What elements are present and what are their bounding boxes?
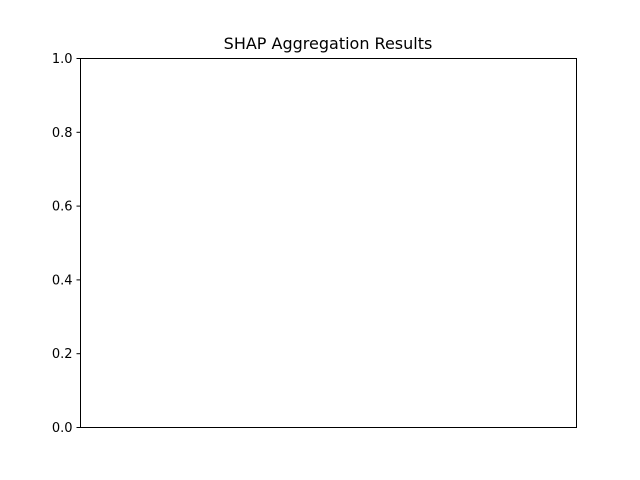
chart-title: SHAP Aggregation Results (224, 34, 433, 53)
plot-area (80, 58, 577, 428)
y-tick-label: 1.0 (52, 52, 73, 67)
y-tick-label: 0.8 (52, 126, 73, 141)
y-tick-label: 0.4 (52, 273, 73, 288)
y-axis: 0.0 0.2 0.4 0.6 0.8 1.0 (52, 52, 81, 436)
axes-frame (80, 58, 577, 428)
y-tick-label: 0.2 (52, 347, 73, 362)
y-tick-label: 0.0 (52, 421, 73, 436)
y-tick-label: 0.6 (52, 200, 73, 215)
